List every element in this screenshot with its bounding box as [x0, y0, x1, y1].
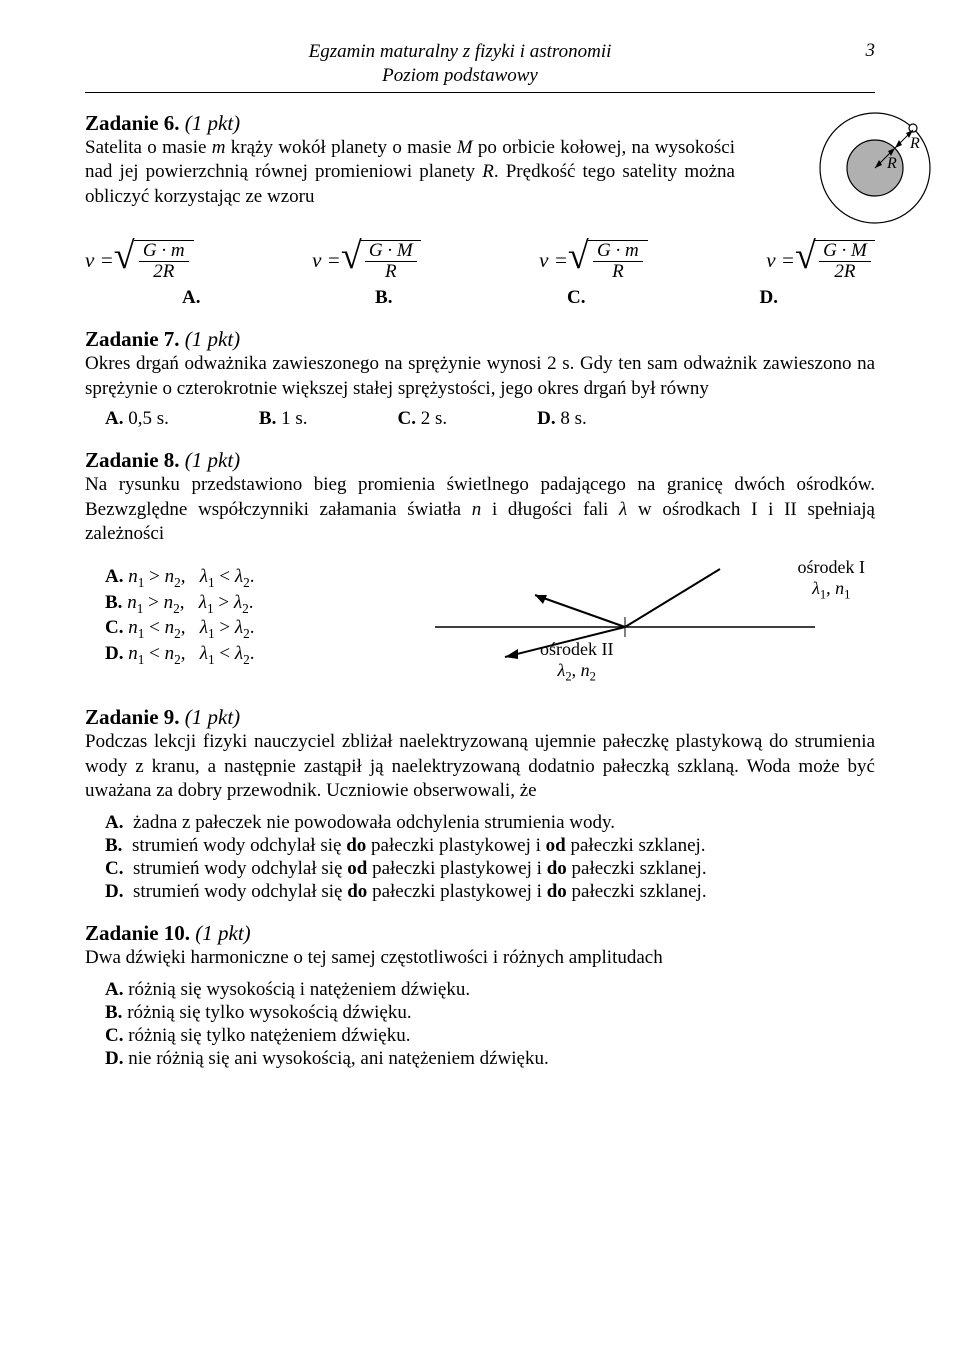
task-8-title: Zadanie 8. (1 pkt)	[85, 448, 875, 473]
task-6-label-b: B.	[288, 287, 481, 309]
medium-2-label: ośrodek II λ2, n2	[540, 639, 613, 685]
task-9-opt-b: B. strumień wody odchylał się do pałeczk…	[105, 835, 875, 857]
task-6-text: Satelita o masie m krąży wokół planety o…	[85, 136, 875, 210]
task-6-formula-b: v =G · MR	[312, 240, 421, 282]
task-6-formula-d: v =G · M2R	[766, 240, 875, 282]
task-10-opt-c: C. różnią się tylko natężeniem dźwięku.	[105, 1025, 875, 1047]
task-6-formula-c: v =G · mR	[539, 240, 648, 282]
svg-text:R: R	[886, 155, 897, 172]
task-9-opt-d: D. strumień wody odchylał się do pałeczk…	[105, 881, 875, 903]
header-rule	[85, 92, 875, 93]
orbit-diagram: R R	[805, 103, 945, 233]
task-8-opt-d: D. n1 < n2, λ1 < λ2.	[105, 643, 355, 668]
task-8-row: A. n1 > n2, λ1 < λ2. B. n1 > n2, λ1 > λ2…	[85, 557, 875, 687]
task-7-number: Zadanie 7.	[85, 327, 180, 351]
task-10-title: Zadanie 10. (1 pkt)	[85, 921, 875, 946]
task-8-figure: ośrodek I λ1, n1 ośrodek II λ2, n2	[375, 557, 875, 687]
exam-page: Egzamin maturalny z fizyki i astronomii …	[0, 0, 960, 1121]
task-7-options: A. 0,5 s. B. 1 s. C. 2 s. D. 8 s.	[105, 408, 875, 430]
task-6-label-c: C.	[480, 287, 673, 309]
task-8-options: A. n1 > n2, λ1 < λ2. B. n1 > n2, λ1 > λ2…	[105, 565, 355, 669]
task-6: Zadanie 6. (1 pkt) Satelita o masie m kr…	[85, 111, 875, 310]
task-9-number: Zadanie 9.	[85, 705, 180, 729]
task-8-points: (1 pkt)	[185, 448, 240, 472]
task-8-number: Zadanie 8.	[85, 448, 180, 472]
task-10-options: A. różnią się wysokością i natężeniem dź…	[105, 979, 875, 1070]
task-8-opt-a: A. n1 > n2, λ1 < λ2.	[105, 566, 355, 591]
task-9-text: Podczas lekcji fizyki nauczyciel zbliżał…	[85, 730, 875, 804]
task-8-text: Na rysunku przedstawiono bieg promienia …	[85, 473, 875, 547]
task-6-label-a: A.	[95, 287, 288, 309]
task-7-opt-b: B. 1 s.	[259, 408, 308, 430]
task-7-points: (1 pkt)	[185, 327, 240, 351]
task-6-label-d: D.	[673, 287, 866, 309]
page-number: 3	[835, 40, 875, 62]
task-9-opt-c: C. strumień wody odchylał się od pałeczk…	[105, 858, 875, 880]
medium-1-name: ośrodek I	[798, 557, 865, 577]
task-10-opt-a: A. różnią się wysokością i natężeniem dź…	[105, 979, 875, 1001]
header-title: Egzamin maturalny z fizyki i astronomii …	[85, 40, 835, 88]
svg-text:R: R	[909, 135, 920, 152]
task-6-labels: A.B.C.D.	[95, 287, 865, 309]
task-8-opt-b: B. n1 > n2, λ1 > λ2.	[105, 592, 355, 617]
task-7-opt-a: A. 0,5 s.	[105, 408, 169, 430]
task-6-formula-a: v =G · m2R	[85, 240, 194, 282]
task-7-opt-d: D. 8 s.	[537, 408, 587, 430]
task-9-title: Zadanie 9. (1 pkt)	[85, 705, 875, 730]
task-6-points: (1 pkt)	[185, 111, 240, 135]
header-line-2: Poziom podstawowy	[382, 65, 538, 86]
task-7-title: Zadanie 7. (1 pkt)	[85, 327, 875, 352]
task-7-opt-c: C. 2 s.	[397, 408, 447, 430]
task-10-text: Dwa dźwięki harmoniczne o tej samej częs…	[85, 946, 875, 971]
medium-2-name: ośrodek II	[540, 639, 613, 659]
task-10-number: Zadanie 10.	[85, 921, 190, 945]
task-8-opt-c: C. n1 < n2, λ1 > λ2.	[105, 617, 355, 642]
task-9-options: A. żadna z pałeczek nie powodowała odchy…	[105, 812, 875, 903]
task-10-opt-d: D. nie różnią się ani wysokością, ani na…	[105, 1048, 875, 1070]
header-line-1: Egzamin maturalny z fizyki i astronomii	[309, 41, 612, 62]
task-7-text: Okres drgań odważnika zawieszonego na sp…	[85, 352, 875, 401]
medium-1-label: ośrodek I λ1, n1	[798, 557, 865, 603]
task-9-opt-a: A. żadna z pałeczek nie powodowała odchy…	[105, 812, 875, 834]
task-9-points: (1 pkt)	[185, 705, 240, 729]
task-10-points: (1 pkt)	[195, 921, 250, 945]
task-6-formulas: v =G · m2R v =G · MR v =G · mR v =G · M2R	[85, 240, 875, 282]
task-6-number: Zadanie 6.	[85, 111, 180, 135]
task-6-title: Zadanie 6. (1 pkt)	[85, 111, 875, 136]
task-10-opt-b: B. różnią się tylko wysokością dźwięku.	[105, 1002, 875, 1024]
page-header: Egzamin maturalny z fizyki i astronomii …	[85, 40, 875, 88]
